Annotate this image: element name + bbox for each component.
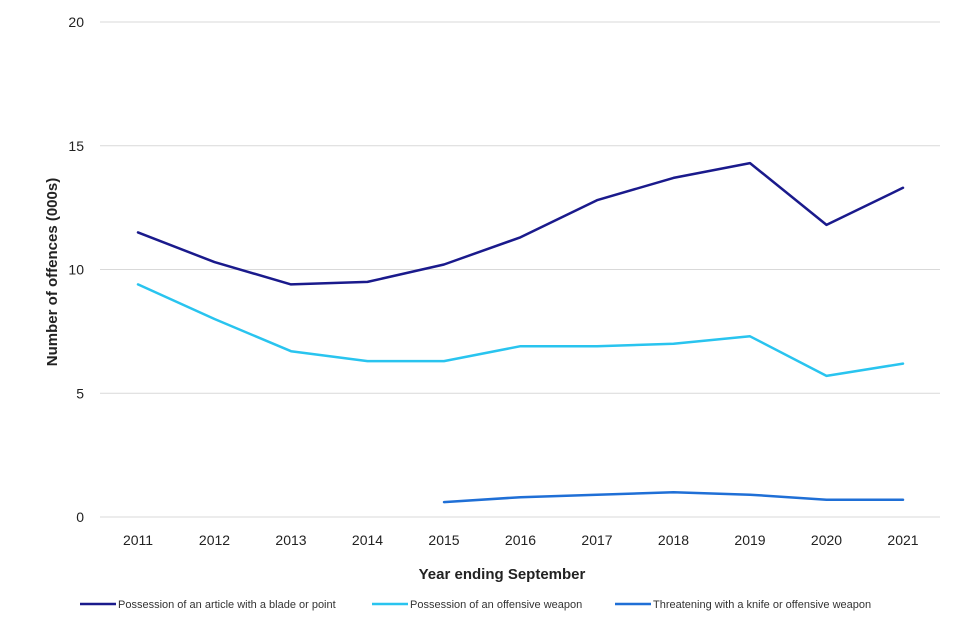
x-tick-label: 2013 (275, 532, 306, 548)
x-tick-label: 2011 (123, 532, 153, 548)
legend-item-3: Threatening with a knife or offensive we… (615, 599, 871, 611)
legend: Possession of an article with a blade or… (80, 599, 871, 611)
series-lines (136, 161, 905, 504)
series-line-2 (136, 283, 905, 378)
x-tick-label: 2020 (811, 532, 842, 548)
y-tick-label: 10 (68, 262, 84, 278)
series-line-3 (442, 491, 905, 504)
legend-label: Possession of an article with a blade or… (118, 599, 336, 611)
x-tick-label: 2016 (505, 532, 536, 548)
y-tick-label: 15 (68, 138, 84, 154)
x-tick-label: 2012 (199, 532, 230, 548)
legend-item-1: Possession of an article with a blade or… (80, 599, 336, 611)
y-tick-label: 0 (76, 509, 84, 525)
x-tick-label: 2015 (428, 532, 459, 548)
x-tick-label: 2019 (734, 532, 765, 548)
x-tick-label: 2021 (887, 532, 918, 548)
legend-label: Threatening with a knife or offensive we… (653, 599, 871, 611)
y-tick-label: 20 (68, 14, 84, 30)
gridlines (100, 21, 940, 518)
series-line-1 (136, 161, 905, 286)
x-axis-ticks: 2011 2012 2013 2014 2015 2016 2017 2018 2019 2020… (123, 532, 919, 548)
x-tick-label: 2017 (581, 532, 612, 548)
x-tick-label: 2014 (352, 532, 383, 548)
y-axis-title: Number of offences (000s) (44, 178, 61, 366)
y-axis-ticks: 0 5 10 15 20 (68, 14, 84, 525)
legend-item-2: Possession of an offensive weapon (372, 599, 582, 611)
x-tick-label: 2018 (658, 532, 689, 548)
x-axis-title: Year ending September (419, 566, 586, 583)
y-tick-label: 5 (76, 385, 84, 401)
legend-label: Possession of an offensive weapon (410, 599, 582, 611)
